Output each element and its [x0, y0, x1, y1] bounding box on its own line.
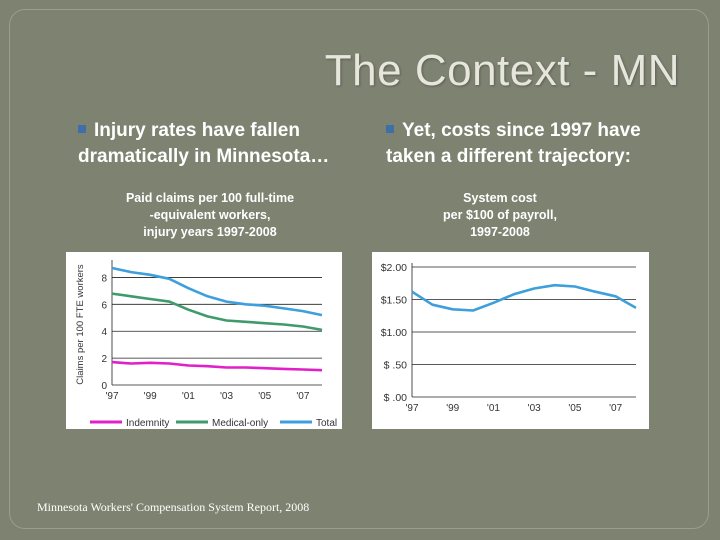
y-tick-label: 4 [101, 327, 107, 338]
x-tick-label: '07 [296, 391, 309, 402]
source-citation: Minnesota Workers' Compensation System R… [37, 500, 310, 514]
x-tick-label: '99 [144, 391, 157, 402]
claims-chart-panel: 0 2 4 6 8 '97 '99 '01 '03 '05 '07 Claims per 100 FT… [66, 252, 342, 429]
x-tick-label: '05 [568, 403, 581, 414]
y-axis-label: Claims per 100 FTE workers [75, 264, 86, 385]
cost-chart: $ .00 $ .50 $1.00 $1.50 $2.00 '97 '99 '01 '03 '05… [381, 262, 637, 414]
right-subtitle-line: 1997-2008 [470, 225, 530, 239]
x-tick-label: '05 [258, 391, 271, 402]
slide-title: The Context - MN [324, 46, 680, 95]
y-tick-label: $2.00 [381, 262, 407, 274]
cost-chart-panel: $ .00 $ .50 $1.00 $1.50 $2.00 '97 '99 '01 '03 '05… [372, 252, 649, 429]
y-tick-label: $ .50 [384, 360, 408, 372]
x-tick-label: '01 [182, 391, 195, 402]
series-line-total [111, 266, 323, 317]
series-line-indemnity [111, 360, 323, 372]
claims-chart: 0 2 4 6 8 '97 '99 '01 '03 '05 '07 Claims per 100 FT… [75, 260, 337, 429]
legend-label: Medical-only [212, 418, 268, 429]
left-bullet-text: Injury rates have fallen dramatically in… [78, 120, 330, 167]
right-subtitle-line: System cost [463, 191, 537, 205]
x-tick-label: '03 [528, 403, 541, 414]
x-tick-label: '03 [220, 391, 233, 402]
y-tick-label: 2 [101, 354, 107, 365]
x-tick-label: '01 [487, 403, 500, 414]
bullet-icon [386, 124, 394, 133]
left-chart-subtitle: Paid claims per 100 full-time -equivalen… [100, 190, 320, 241]
bullet-icon [78, 124, 86, 133]
x-tick-label: '97 [405, 403, 418, 414]
slide-frame [9, 9, 709, 529]
y-tick-label: $1.50 [381, 295, 407, 307]
right-bullet-text: Yet, costs since 1997 have taken a diffe… [386, 120, 641, 167]
left-subtitle-line: -equivalent workers, [149, 208, 271, 222]
x-tick-label: '07 [609, 403, 622, 414]
x-tick-label: '97 [105, 391, 118, 402]
y-tick-label: $ .00 [384, 392, 408, 404]
series-line-system-cost [411, 283, 637, 312]
left-subtitle-line: injury years 1997-2008 [143, 225, 277, 239]
y-tick-label: 8 [101, 273, 107, 284]
right-chart-subtitle: System cost per $100 of payroll, 1997-20… [400, 190, 600, 241]
left-bullet: Injury rates have fallen dramatically in… [78, 118, 378, 170]
left-subtitle-line: Paid claims per 100 full-time [125, 191, 295, 205]
y-tick-label: $1.00 [381, 327, 407, 339]
y-tick-label: 0 [101, 381, 107, 392]
right-bullet: Yet, costs since 1997 have taken a diffe… [386, 118, 686, 170]
series-line-medical-only [111, 292, 323, 332]
y-tick-label: 6 [101, 300, 107, 311]
legend-label: Indemnity [126, 418, 169, 429]
x-tick-label: '99 [446, 403, 459, 414]
right-subtitle-line: per $100 of payroll, [443, 208, 557, 222]
legend-label: Total [316, 418, 337, 429]
